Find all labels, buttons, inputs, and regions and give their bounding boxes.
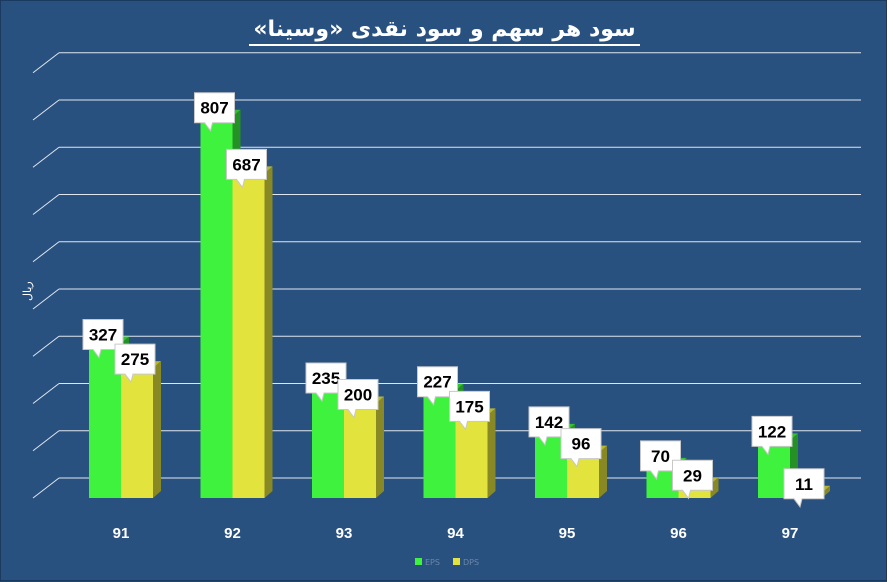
data-label: 687 <box>232 155 260 174</box>
bar-side <box>710 477 719 498</box>
gridline-side <box>32 335 60 357</box>
gridline-side <box>32 288 60 310</box>
gridline-side <box>32 52 60 74</box>
bar-dps <box>121 368 153 498</box>
x-tick-label: 95 <box>559 525 576 542</box>
data-label-callout <box>783 468 825 508</box>
bar-dps <box>232 173 265 498</box>
data-label-callout <box>417 366 458 406</box>
gridline-side <box>32 430 60 452</box>
data-label-callout <box>560 428 602 468</box>
legend-swatch-eps <box>415 558 422 565</box>
chart-title: سود هر سهم و سود نقدی «وسینا» <box>1 17 887 46</box>
data-label: 142 <box>535 413 563 432</box>
data-label-callout <box>528 406 570 447</box>
data-label: 96 <box>572 435 591 454</box>
data-label: 807 <box>200 99 228 118</box>
data-label-callout <box>751 415 793 456</box>
gridline-side <box>32 146 60 168</box>
data-label-callout <box>640 440 681 481</box>
x-tick-label: 92 <box>224 525 241 542</box>
bar-dps <box>344 403 376 498</box>
bar-side <box>153 361 161 498</box>
data-label: 122 <box>758 422 786 441</box>
bar-side <box>264 166 273 498</box>
data-label: 175 <box>455 397 483 416</box>
data-label-callout <box>194 92 235 132</box>
data-label-callout <box>449 390 490 431</box>
gridline-side <box>32 477 60 499</box>
data-label-callout <box>672 459 713 500</box>
bar-side <box>487 408 496 498</box>
x-tick-label: 93 <box>336 525 353 542</box>
x-tick-label: 94 <box>447 525 464 542</box>
bar-side <box>376 396 384 498</box>
gridline-side <box>32 99 60 121</box>
data-label: 275 <box>121 350 149 369</box>
x-tick-label: 97 <box>782 525 799 542</box>
legend-label-dps: DPS <box>463 558 479 567</box>
data-label: 235 <box>312 369 340 388</box>
bar-dps <box>455 415 488 498</box>
data-label: 227 <box>423 373 451 392</box>
gridline-side <box>32 194 60 215</box>
data-label-callout <box>337 379 379 419</box>
data-label-callout <box>82 318 124 359</box>
gridline-side <box>32 241 60 263</box>
data-label-callout <box>305 362 347 403</box>
data-label: 11 <box>795 475 813 494</box>
chart-title-text: سود هر سهم و سود نقدی «وسینا» <box>249 17 640 46</box>
data-label: 327 <box>89 325 117 344</box>
data-label: 70 <box>651 447 670 466</box>
x-tick-label: 91 <box>113 525 130 542</box>
data-label: 200 <box>344 386 372 405</box>
data-label-callout <box>226 148 267 189</box>
data-label-callout <box>114 343 156 384</box>
legend-swatch-dps <box>453 558 460 565</box>
data-label: 29 <box>683 466 702 485</box>
gridline-side <box>32 383 60 404</box>
legend-label-eps: EPS <box>425 558 440 567</box>
bar-eps <box>200 116 233 498</box>
x-tick-label: 96 <box>670 525 687 542</box>
